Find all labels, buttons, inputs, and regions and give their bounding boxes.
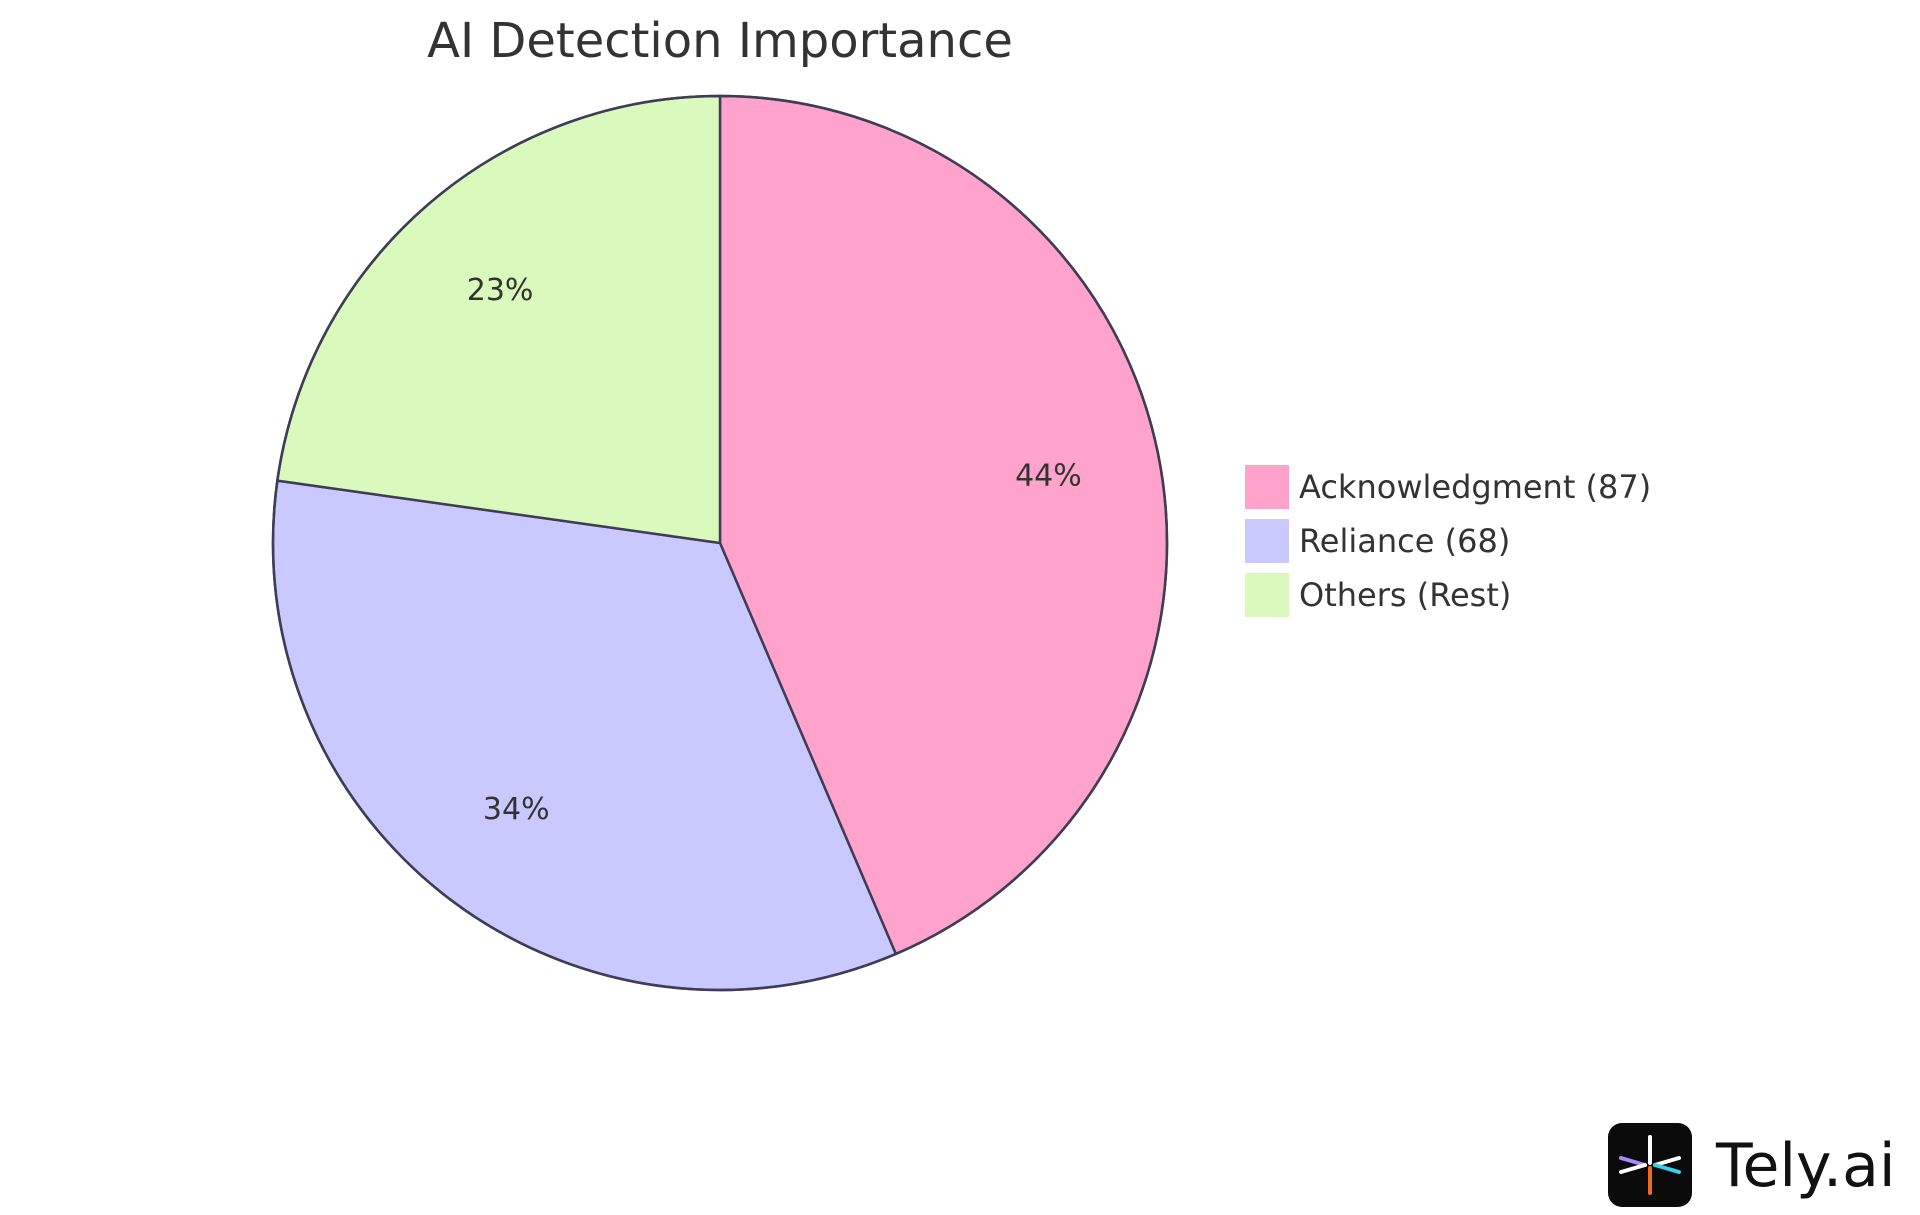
legend-label-2: Others (Rest) bbox=[1299, 576, 1511, 614]
slice-percent-label-2: 23% bbox=[467, 273, 534, 308]
legend: Acknowledgment (87) Reliance (68) Others (… bbox=[1245, 465, 1651, 617]
pie-slices bbox=[271, 94, 1169, 992]
slice-percent-label-0: 44% bbox=[1015, 459, 1082, 494]
pie-slice-2 bbox=[275, 94, 722, 545]
legend-label-0: Acknowledgment (87) bbox=[1299, 468, 1651, 506]
legend-label-1: Reliance (68) bbox=[1299, 522, 1510, 560]
pie-outline bbox=[271, 94, 1169, 992]
legend-swatch-1 bbox=[1245, 519, 1289, 563]
pie-slice-labels: 44% 34% 23% bbox=[467, 273, 1082, 827]
slice-percent-label-1: 34% bbox=[483, 792, 550, 827]
logo-text: Tely.ai bbox=[1715, 1131, 1896, 1201]
legend-swatch-2 bbox=[1245, 573, 1289, 617]
tely-logo: Tely.ai bbox=[1608, 1123, 1896, 1207]
legend-swatch-0 bbox=[1245, 465, 1289, 509]
chart-title: AI Detection Importance bbox=[427, 13, 1013, 69]
tely-logo-icon bbox=[1608, 1123, 1692, 1207]
